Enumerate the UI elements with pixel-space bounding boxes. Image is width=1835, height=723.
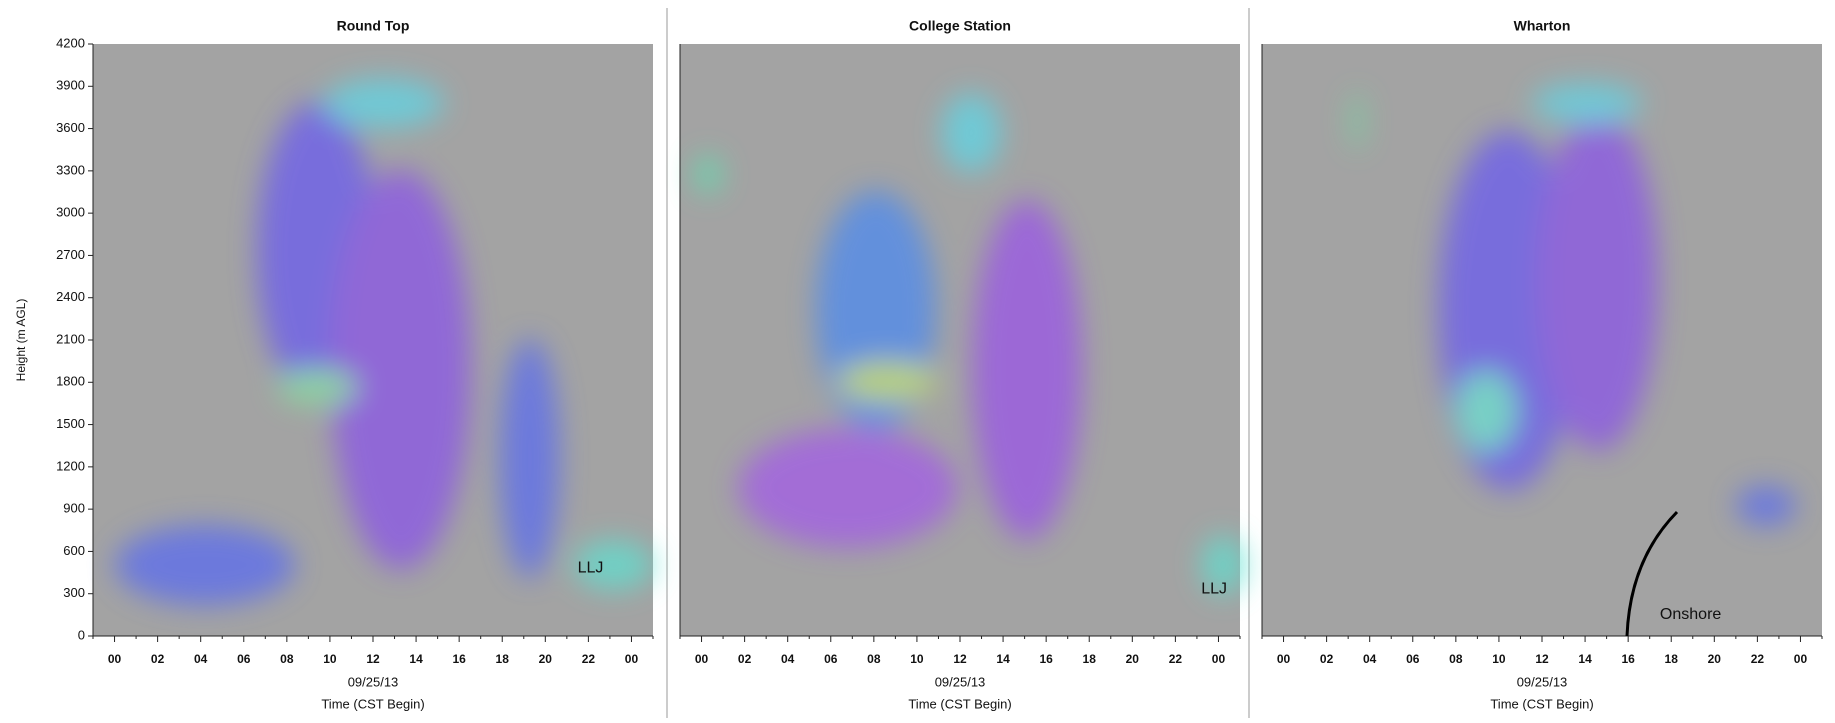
y-tick-label: 3300 [56,162,85,177]
x-tick-label: 00 [108,652,122,666]
y-tick-label: 3000 [56,205,85,220]
x-tick-label: 04 [1363,652,1377,666]
y-axis-label: Height (m AGL) [14,299,28,382]
x-tick-label: 02 [151,652,165,666]
barb-cluster [1456,371,1516,452]
x-axis-label: Time (CST Begin) [321,696,424,711]
x-tick-label: 02 [1320,652,1334,666]
barb-cluster [324,78,445,129]
x-tick-label: 04 [781,652,795,666]
x-tick-label: 20 [539,652,553,666]
onshore-front [1625,510,1679,637]
x-tick-label: 14 [1578,652,1592,666]
x-tick-label: 16 [452,652,466,666]
x-tick-label: 00 [1277,652,1291,666]
y-tick-label: 2100 [56,331,85,346]
y-tick-label: 3600 [56,120,85,135]
x-tick-label: 14 [409,652,423,666]
y-tick-label: 1800 [56,374,85,389]
x-tick-label: 12 [1535,652,1549,666]
barb-field [694,92,1246,595]
date-label: 09/25/13 [1517,674,1568,689]
barb-cluster [499,338,560,579]
panel-title: Wharton [1514,18,1571,34]
x-tick-label: 16 [1621,652,1635,666]
x-tick-label: 18 [1083,652,1097,666]
x-tick-label: 00 [625,652,639,666]
barb-field [1351,83,1796,526]
panel-title: College Station [909,18,1011,34]
barb-cluster [1351,90,1364,151]
x-tick-label: 00 [1212,652,1226,666]
panel-title: Round Top [337,18,410,34]
x-tick-label: 06 [824,652,838,666]
y-tick-label: 300 [63,585,85,600]
barb-cluster [972,199,1083,540]
barb-cluster [115,524,295,605]
date-label: 09/25/13 [935,674,986,689]
x-tick-label: 18 [1665,652,1679,666]
x-tick-label: 08 [1449,652,1463,666]
y-tick-label: 2400 [56,289,85,304]
y-tick-label: 900 [63,501,85,516]
x-tick-label: 06 [237,652,251,666]
date-label: 09/25/13 [348,674,399,689]
y-tick-label: 2700 [56,247,85,262]
x-tick-label: 10 [1492,652,1506,666]
x-tick-label: 00 [695,652,709,666]
barb-cluster [331,169,471,570]
annotation: LLJ [1201,581,1227,598]
x-tick-label: 10 [323,652,337,666]
barb-cluster [1736,485,1796,526]
x-tick-label: 12 [366,652,380,666]
x-axis-label: Time (CST Begin) [908,696,1011,711]
barb-cluster [738,428,958,548]
barb-field [115,78,654,605]
barb-cluster [1201,534,1246,595]
annotation: LLJ [578,560,604,577]
x-tick-label: 08 [280,652,294,666]
x-tick-label: 20 [1708,652,1722,666]
y-tick-label: 0 [78,627,85,642]
x-tick-label: 00 [1794,652,1808,666]
x-tick-label: 06 [1406,652,1420,666]
x-tick-label: 14 [996,652,1010,666]
y-tick-label: 1500 [56,416,85,431]
x-tick-label: 02 [738,652,752,666]
x-tick-label: 22 [582,652,596,666]
barb-cluster [1531,83,1642,124]
x-tick-label: 22 [1751,652,1765,666]
barb-cluster [837,361,938,402]
x-tick-label: 20 [1126,652,1140,666]
y-tick-label: 600 [63,543,85,558]
y-tick-label: 1200 [56,458,85,473]
barb-cluster [1538,110,1658,451]
x-tick-label: 12 [953,652,967,666]
x-tick-label: 10 [910,652,924,666]
barb-cluster [941,92,1002,173]
barb-cluster [694,154,722,195]
x-tick-label: 04 [194,652,208,666]
barb-cluster [277,369,357,406]
x-axis-label: Time (CST Begin) [1490,696,1593,711]
x-tick-label: 18 [496,652,510,666]
annotation: Onshore [1660,606,1721,623]
x-tick-label: 16 [1039,652,1053,666]
y-tick-label: 3900 [56,78,85,93]
x-tick-label: 22 [1169,652,1183,666]
x-tick-label: 08 [867,652,881,666]
y-tick-label: 4200 [56,35,85,50]
barb-cluster [573,539,654,590]
